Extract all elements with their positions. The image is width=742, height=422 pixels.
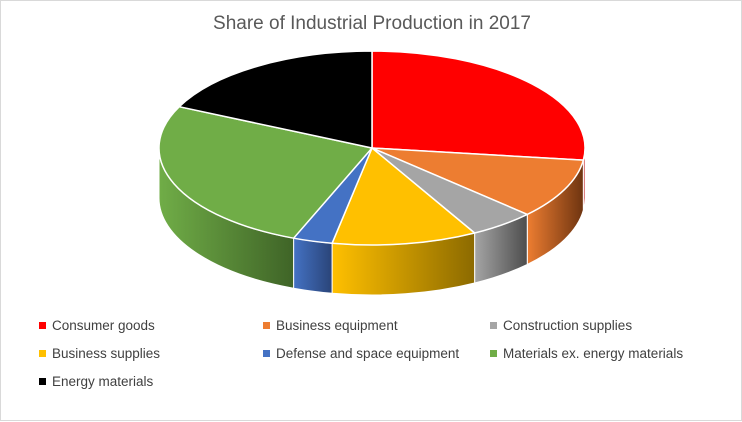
pie-slice-consumer-goods xyxy=(371,50,586,161)
pie-slice-business-supplies xyxy=(331,147,476,246)
pie-side-defense-and-space-equipment xyxy=(293,237,333,294)
pie-slice-energy-materials xyxy=(178,50,373,149)
pie-slice-materials-ex-energy-materials xyxy=(158,105,373,239)
pie-slice-business-equipment xyxy=(371,147,585,216)
chart-title: Share of Industrial Production in 2017 xyxy=(213,13,531,34)
